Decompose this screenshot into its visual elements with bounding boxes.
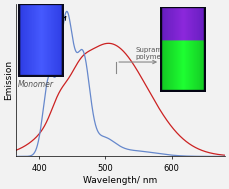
- Y-axis label: Emission: Emission: [4, 60, 13, 100]
- Text: Monomer: Monomer: [18, 80, 54, 89]
- X-axis label: Wavelength/ nm: Wavelength/ nm: [83, 176, 158, 185]
- Text: Supramolecular
polymer: Supramolecular polymer: [135, 47, 190, 60]
